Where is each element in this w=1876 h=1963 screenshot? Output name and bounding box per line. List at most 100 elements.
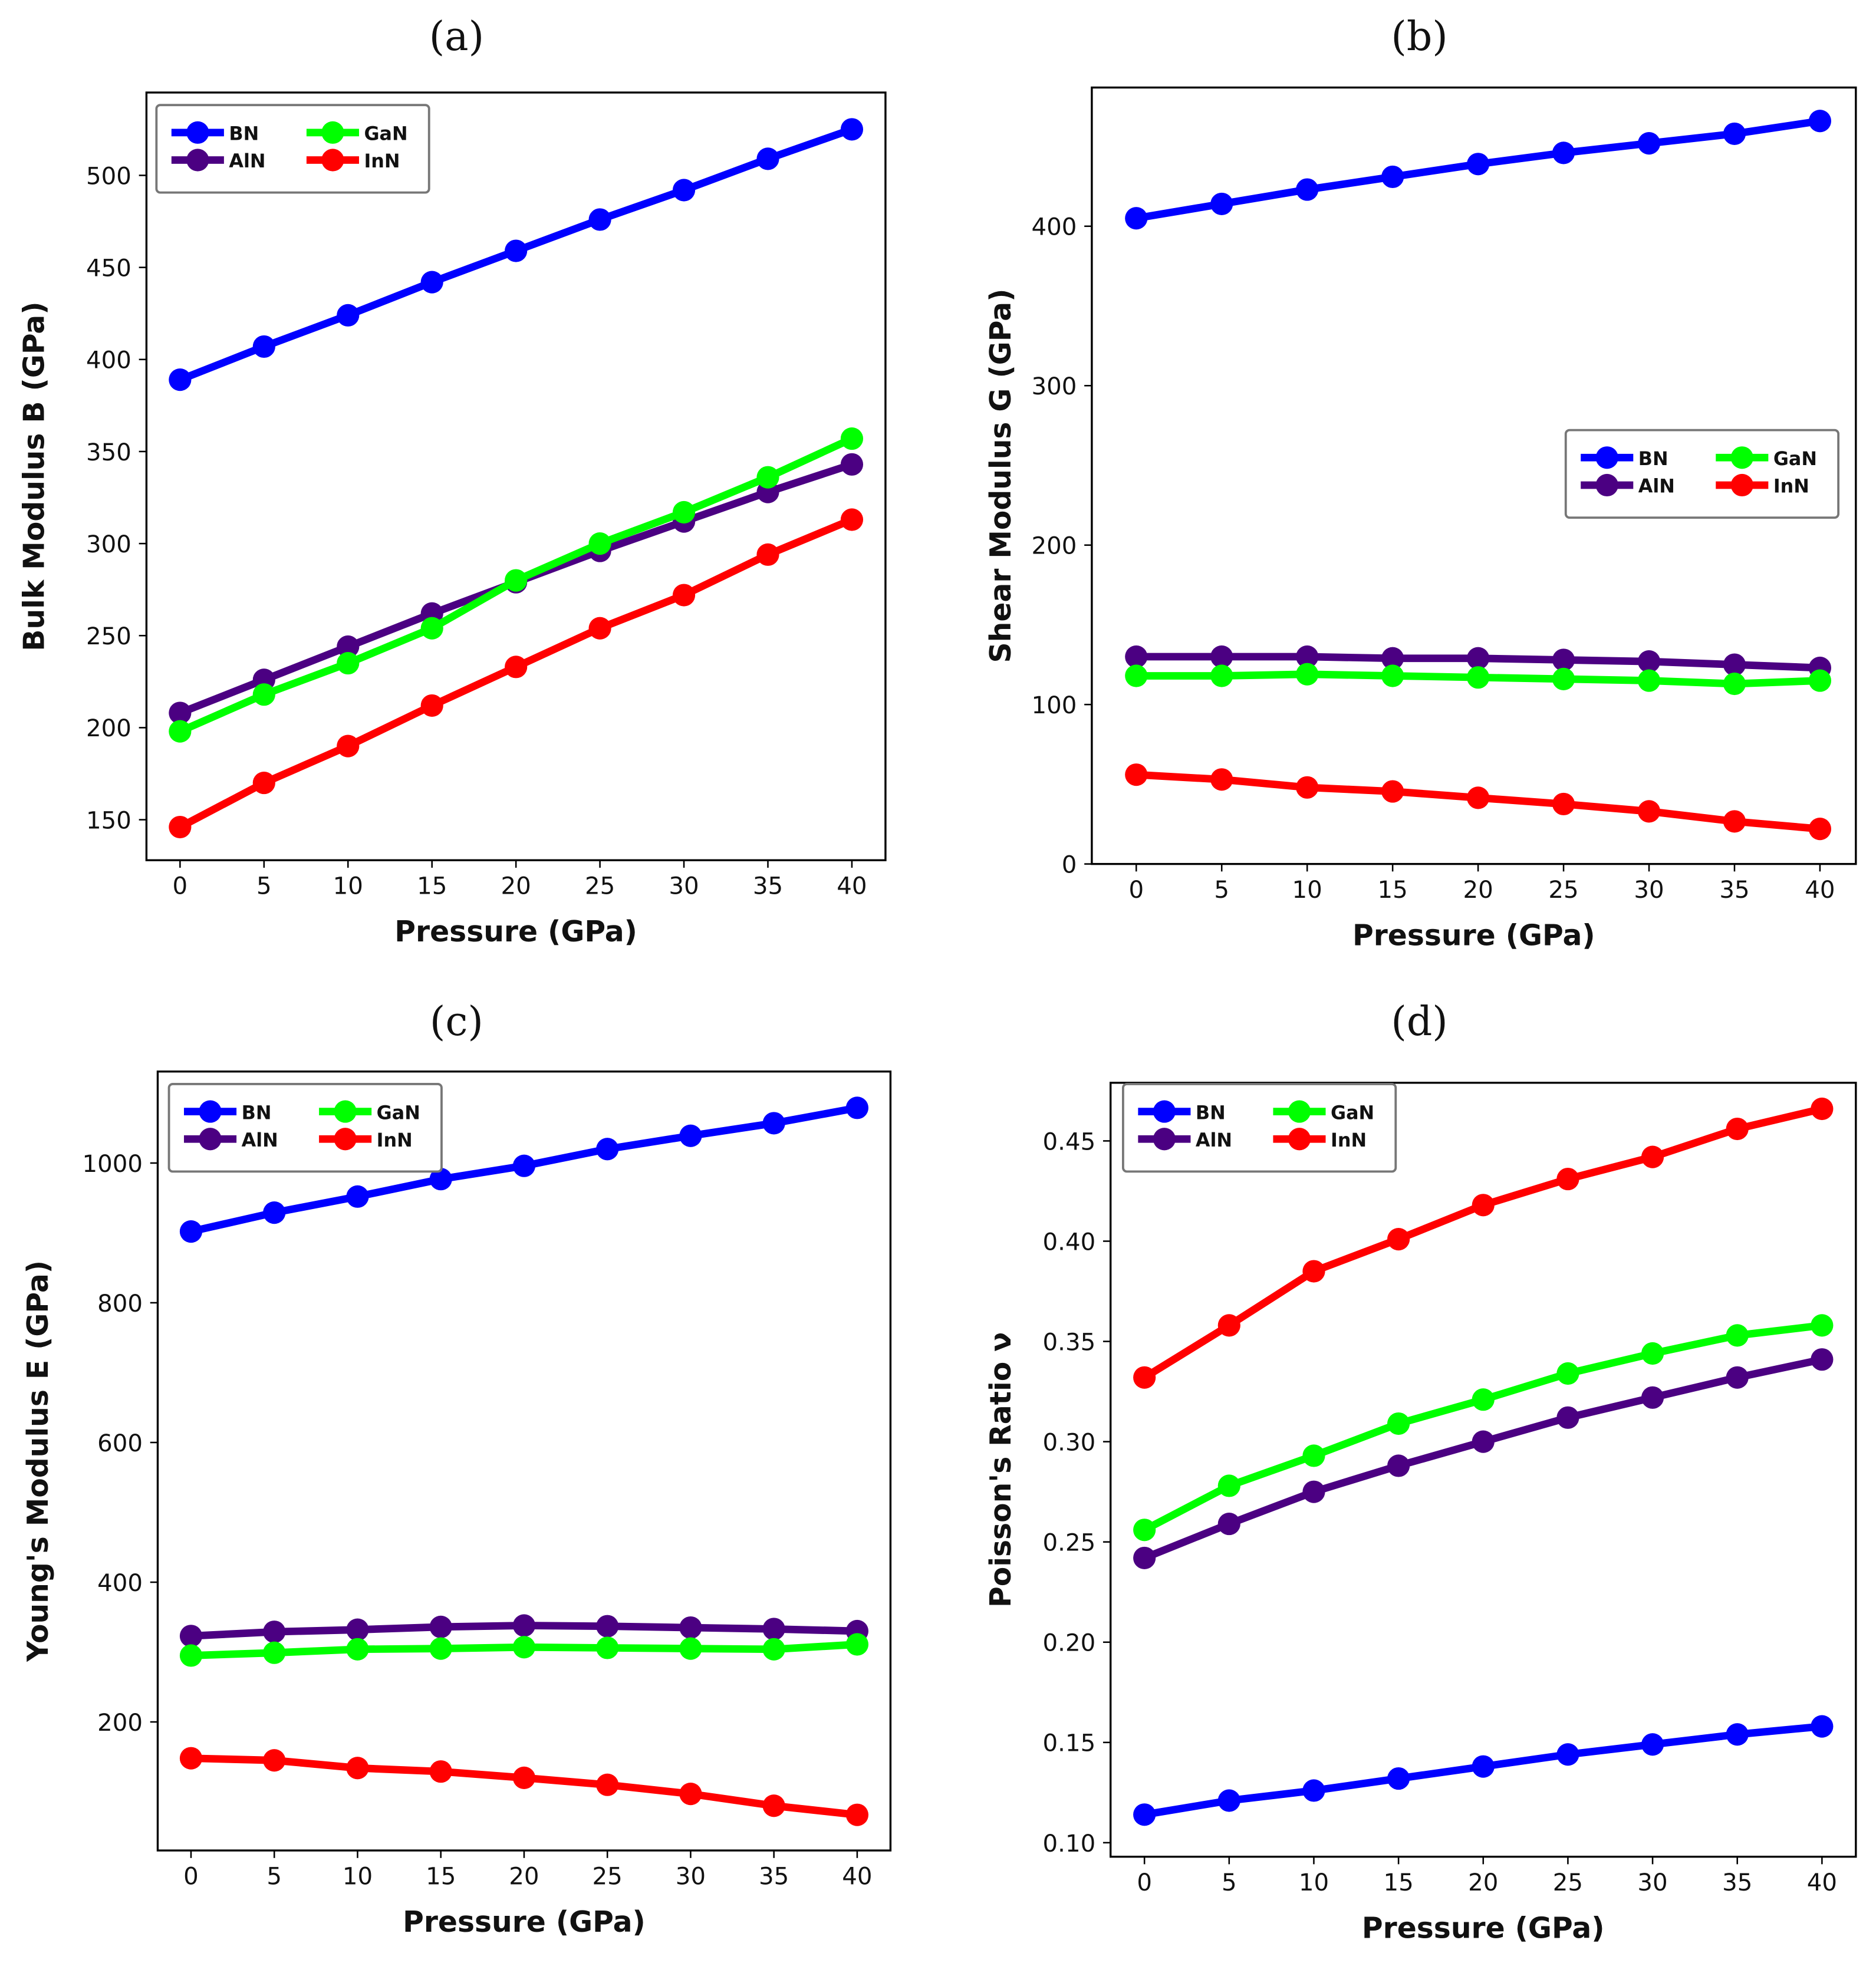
x-axis-label: Pressure (GPa) <box>394 915 637 948</box>
legend-label-AlN: AlN <box>1196 1129 1232 1151</box>
y-tick-label: 0.30 <box>1043 1428 1096 1456</box>
y-axis-label: Bulk Modulus B (GPa) <box>17 302 51 651</box>
plot-frame <box>145 91 887 861</box>
y-tick-label: 100 <box>1032 691 1077 719</box>
data-point-InN <box>1296 776 1319 799</box>
legend-label-GaN: GaN <box>1331 1101 1374 1124</box>
y-tick-label: 300 <box>1032 373 1077 400</box>
data-point-InN <box>588 617 611 640</box>
data-point-BN <box>512 1154 536 1177</box>
x-axis-label: Pressure (GPa) <box>1362 1912 1605 1945</box>
plot-frame <box>1091 86 1857 865</box>
plot-frame <box>156 1071 892 1852</box>
legend-marker-BN <box>186 121 209 144</box>
data-point-InN <box>337 735 360 757</box>
data-point-GaN <box>1556 1362 1579 1385</box>
data-point-BN <box>762 1112 785 1135</box>
data-point-BN <box>1811 1715 1834 1738</box>
data-point-GaN <box>596 1636 619 1659</box>
legend-marker-AlN <box>186 149 209 172</box>
data-point-BN <box>1217 1789 1240 1812</box>
data-point-AlN <box>1217 1513 1240 1536</box>
data-point-BN <box>1387 1767 1410 1790</box>
data-point-AlN <box>762 1618 785 1641</box>
legend-marker-BN <box>1595 446 1618 469</box>
x-tick-label: 15 <box>1378 876 1408 904</box>
data-point-InN <box>263 1749 286 1772</box>
legend: BN AlN GaN InN <box>1564 429 1840 519</box>
legend-marker-AlN <box>1595 473 1618 497</box>
data-point-InN <box>1381 780 1404 803</box>
data-point-BN <box>420 271 443 294</box>
x-tick-label: 25 <box>585 872 615 900</box>
data-point-BN <box>672 179 696 202</box>
y-tick-label: 500 <box>86 162 131 190</box>
data-point-BN <box>337 304 360 327</box>
legend-marker-AlN <box>199 1128 222 1151</box>
y-tick-label: 250 <box>86 623 131 650</box>
data-point-InN <box>1726 1117 1749 1141</box>
x-tick-label: 15 <box>1383 1869 1413 1896</box>
legend-marker-GaN <box>334 1100 357 1123</box>
x-tick-label: 20 <box>509 1862 539 1890</box>
data-point-GaN <box>845 1633 868 1656</box>
legend: BN AlN GaN InN <box>1122 1083 1397 1173</box>
data-point-InN <box>1808 818 1832 841</box>
x-tick-label: 30 <box>1637 1869 1667 1896</box>
data-point-InN <box>1637 800 1661 823</box>
data-point-BN <box>756 147 779 170</box>
x-tick-label: 5 <box>1214 876 1229 904</box>
legend-marker-InN <box>1730 473 1753 497</box>
data-point-AlN <box>596 1615 619 1638</box>
y-tick-label: 200 <box>86 714 131 742</box>
data-point-InN <box>1210 768 1233 791</box>
data-point-GaN <box>252 683 275 706</box>
x-tick-label: 0 <box>173 872 188 900</box>
legend: BN AlN GaN InN <box>155 104 430 194</box>
y-tick-label: 300 <box>86 531 131 558</box>
data-point-GaN <box>840 427 864 450</box>
data-point-AlN <box>179 1625 203 1648</box>
legend-label-GaN: GaN <box>377 1101 420 1124</box>
y-tick-label: 450 <box>86 254 131 282</box>
x-tick-label: 40 <box>1805 876 1835 904</box>
data-point-BN <box>1133 1803 1156 1826</box>
data-point-InN <box>840 508 864 531</box>
data-point-InN <box>1552 792 1575 816</box>
data-point-GaN <box>512 1636 536 1659</box>
data-point-BN <box>1723 122 1746 145</box>
data-point-InN <box>505 656 528 679</box>
data-point-InN <box>1387 1228 1410 1251</box>
data-point-BN <box>1381 165 1404 189</box>
data-point-InN <box>1302 1260 1325 1283</box>
series-line-GaN <box>1143 1322 1823 1533</box>
y-tick-label: 600 <box>97 1430 143 1457</box>
x-tick-label: 40 <box>842 1862 872 1890</box>
data-point-InN <box>756 543 779 566</box>
data-point-BN <box>1472 1755 1495 1778</box>
data-point-AlN <box>429 1615 452 1638</box>
x-tick-label: 0 <box>1137 1869 1152 1896</box>
data-point-AlN <box>1387 1454 1410 1477</box>
data-point-GaN <box>1641 1342 1664 1365</box>
legend-marker-GaN <box>1288 1100 1311 1123</box>
data-point-GaN <box>1637 669 1661 692</box>
data-point-InN <box>1723 810 1746 833</box>
data-point-GaN <box>263 1641 286 1664</box>
data-point-BN <box>346 1185 369 1208</box>
data-point-InN <box>346 1757 369 1780</box>
data-point-BN <box>1808 110 1832 133</box>
y-tick-label: 400 <box>1032 213 1077 241</box>
data-point-InN <box>1125 763 1148 786</box>
y-tick-label: 0.25 <box>1043 1529 1096 1557</box>
data-point-AlN <box>337 635 360 658</box>
data-point-InN <box>1641 1145 1664 1168</box>
data-point-GaN <box>1467 666 1490 689</box>
data-point-GaN <box>1808 669 1832 692</box>
data-point-GaN <box>1726 1324 1749 1347</box>
plot-frame <box>1110 1082 1857 1858</box>
data-point-AlN <box>679 1616 702 1639</box>
data-point-InN <box>679 1783 702 1806</box>
data-point-BN <box>596 1138 619 1161</box>
legend-label-BN: BN <box>242 1101 272 1124</box>
